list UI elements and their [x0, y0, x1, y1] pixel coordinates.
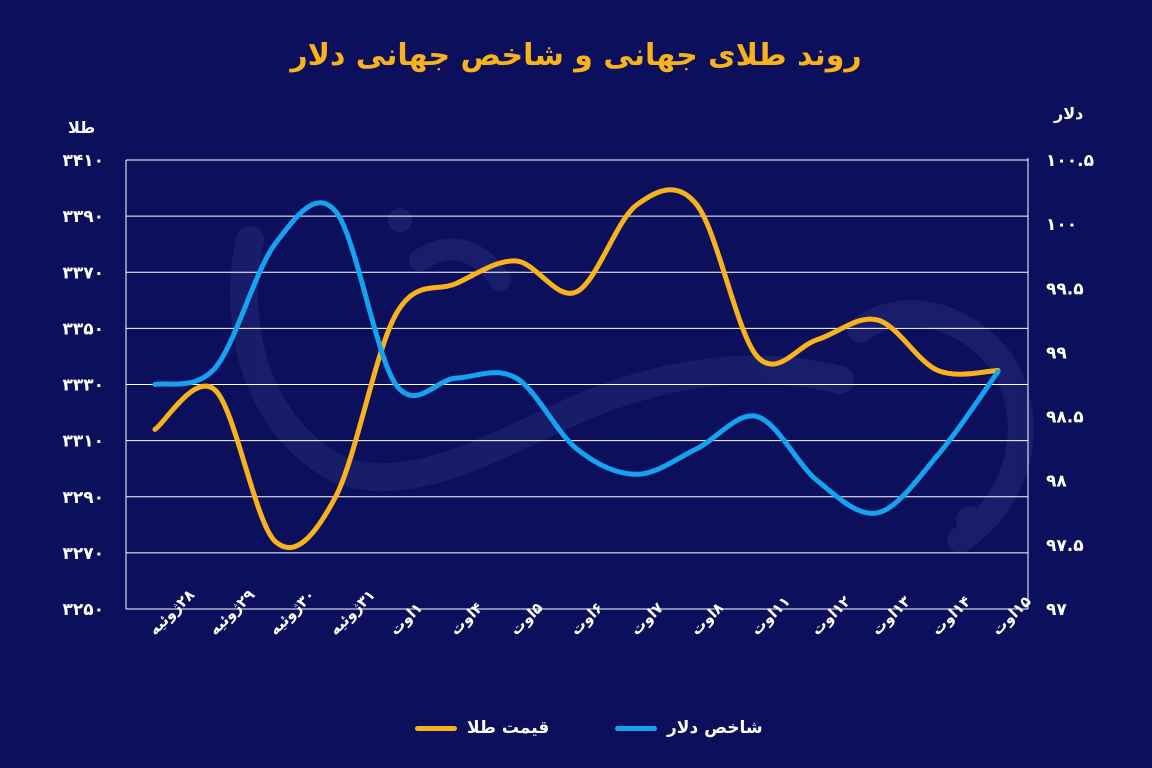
left-tick-label: ۳۴۱۰: [62, 151, 104, 171]
left-tick-label: ۳۲۹۰: [62, 488, 104, 508]
left-tick-label: ۳۳۵۰: [62, 319, 104, 339]
right-tick-label: ۹۷: [1046, 600, 1067, 620]
chart-title: روند طلای جهانی و شاخص جهانی دلار: [290, 38, 862, 73]
legend-gold-label: قیمت طلا: [467, 718, 550, 738]
left-tick-label: ۳۳۹۰: [62, 207, 104, 227]
x-tick-label: ۲۸ژوئیه: [145, 586, 198, 639]
right-tick-label: ۹۷.۵: [1046, 536, 1084, 556]
gold-price-line: [152, 187, 1001, 550]
x-tick-label: ۷اوت: [627, 599, 667, 639]
x-tick-label: ۱۲اوت: [807, 592, 854, 639]
right-tick-label: ۹۸: [1046, 472, 1067, 492]
legend-dollar-label: شاخص دلار: [667, 718, 763, 738]
right-axis-title: دلار: [1054, 104, 1084, 123]
watermark: [230, 208, 1034, 553]
left-tick-label: ۳۳۷۰: [62, 263, 104, 283]
x-tick-label: ۳۰ژوئیه: [266, 586, 319, 639]
right-tick-label: ۱۰۰.۵: [1046, 151, 1094, 171]
x-tick-label: ۱۵اوت: [988, 592, 1035, 639]
x-tick-label: ۲۹ژوئیه: [205, 586, 258, 639]
x-tick-label: ۳۱ژوئیه: [326, 586, 379, 639]
left-tick-label: ۳۳۳۰: [62, 376, 104, 396]
x-tick-label: ۵اوت: [506, 599, 546, 639]
legend-dollar: شاخص دلار: [615, 716, 763, 740]
right-tick-label: ۱۰۰: [1046, 215, 1077, 235]
left-tick-label: ۳۲۷۰: [62, 544, 104, 564]
x-tick-label: ۱۴اوت: [928, 592, 975, 639]
legend-gold: قیمت طلا: [415, 716, 549, 740]
legend-gold-swatch: [415, 725, 457, 731]
x-tick-label: ۱۳اوت: [868, 592, 915, 639]
right-tick-label: ۹۹.۵: [1046, 279, 1084, 299]
x-tick-label: ۶اوت: [567, 599, 607, 639]
x-tick-label: ۱اوت: [386, 599, 426, 639]
x-tick-label: ۸اوت: [687, 599, 727, 639]
left-axis-title: طلا: [68, 118, 96, 137]
left-tick-label: ۳۲۵۰: [62, 600, 104, 620]
left-tick-label: ۳۳۱۰: [62, 432, 104, 452]
dollar-index-line: [152, 200, 1001, 516]
legend-dollar-swatch: [615, 725, 657, 731]
right-tick-label: ۹۹: [1046, 343, 1067, 363]
x-tick-label: ۴اوت: [446, 599, 486, 639]
x-tick-label: ۱۱اوت: [747, 592, 794, 639]
right-tick-label: ۹۸.۵: [1046, 408, 1084, 428]
